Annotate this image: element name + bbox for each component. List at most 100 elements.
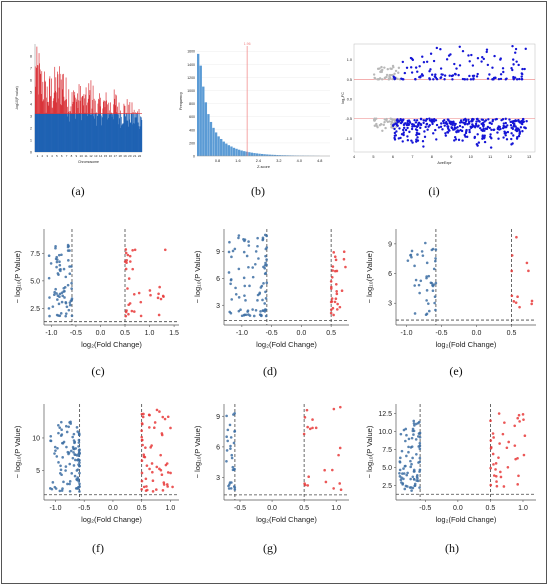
x-tick-label: 3.2 xyxy=(276,159,281,163)
down-point xyxy=(506,130,510,134)
up-point xyxy=(448,74,451,77)
up-regulated-point xyxy=(489,439,493,442)
down-regulated-point xyxy=(402,467,405,470)
down-regulated-point xyxy=(243,294,246,297)
down-regulated-point xyxy=(76,476,80,479)
down-regulated-point xyxy=(419,279,423,283)
down-regulated-point xyxy=(418,435,422,439)
down-regulated-point xyxy=(433,259,437,263)
up-regulated-point xyxy=(157,292,160,296)
down-regulated-point xyxy=(403,464,407,468)
ns-point xyxy=(397,71,400,74)
x-tick-label: 17 xyxy=(114,154,118,158)
up-regulated-point xyxy=(150,444,153,447)
x-tick-label: 0.5 xyxy=(299,505,309,512)
up-regulated-point xyxy=(171,485,174,489)
up-regulated-point xyxy=(495,484,499,488)
down-regulated-point xyxy=(59,312,63,315)
down-regulated-point xyxy=(433,295,437,299)
histogram-bar xyxy=(240,150,243,156)
ns-point xyxy=(384,126,387,130)
down-regulated-point xyxy=(62,480,65,484)
down-regulated-point xyxy=(57,461,60,464)
up-regulated-point xyxy=(344,265,347,269)
down-regulated-point xyxy=(229,487,233,490)
down-point xyxy=(521,129,524,133)
down-regulated-point xyxy=(61,456,64,459)
up-point xyxy=(458,64,462,67)
down-point xyxy=(474,122,478,126)
down-regulated-point xyxy=(251,275,255,279)
up-regulated-point xyxy=(329,280,333,283)
down-regulated-point xyxy=(229,447,232,450)
up-point xyxy=(518,77,521,81)
down-regulated-point xyxy=(417,283,421,287)
up-point xyxy=(499,73,503,76)
down-regulated-point xyxy=(58,292,62,296)
x-axis-label: AveExpr xyxy=(437,161,452,165)
up-regulated-point xyxy=(494,475,498,478)
up-point xyxy=(449,53,452,56)
x-tick-label: 0.5 xyxy=(137,505,147,512)
up-regulated-point xyxy=(124,314,128,318)
up-regulated-point xyxy=(145,485,148,488)
x-tick-label: 0.0 xyxy=(297,330,307,337)
down-point xyxy=(477,119,480,122)
down-regulated-point xyxy=(242,314,246,317)
down-regulated-point xyxy=(261,238,265,242)
y-axis-label: − log₁₀(P Value) xyxy=(193,425,202,478)
x-tick-label: 3 xyxy=(46,154,48,158)
up-point xyxy=(439,48,442,51)
down-point xyxy=(446,130,449,134)
down-regulated-point xyxy=(409,459,412,463)
down-point xyxy=(496,131,499,134)
down-point xyxy=(410,139,413,142)
y-tick-label: 5.0 xyxy=(30,278,40,285)
x-tick-label: 21 xyxy=(133,154,137,158)
down-regulated-point xyxy=(399,456,402,460)
up-regulated-point xyxy=(505,446,509,450)
down-point xyxy=(411,141,414,144)
down-point xyxy=(416,139,420,142)
down-regulated-point xyxy=(73,453,76,456)
up-regulated-point xyxy=(518,420,521,423)
down-regulated-point xyxy=(418,291,421,295)
x-tick-label: 2.4 xyxy=(256,159,261,163)
up-regulated-point xyxy=(311,426,314,430)
up-regulated-point xyxy=(498,442,501,445)
down-point xyxy=(489,146,493,149)
down-regulated-point xyxy=(403,487,407,491)
down-point xyxy=(504,117,507,121)
up-regulated-point xyxy=(306,425,309,429)
up-regulated-point xyxy=(338,482,341,485)
down-regulated-point xyxy=(261,298,264,302)
down-regulated-point xyxy=(237,267,241,271)
down-regulated-point xyxy=(71,435,74,439)
down-regulated-point xyxy=(55,260,59,264)
down-regulated-point xyxy=(264,271,268,275)
down-point xyxy=(503,132,506,135)
x-tick-label: 4.8 xyxy=(317,159,322,163)
up-point xyxy=(401,60,405,64)
down-regulated-point xyxy=(246,310,249,313)
up-regulated-point xyxy=(499,470,502,474)
down-regulated-point xyxy=(62,267,66,271)
down-regulated-point xyxy=(417,461,420,464)
x-tick-label: 20 xyxy=(128,154,132,158)
down-regulated-point xyxy=(57,253,61,257)
down-point xyxy=(392,123,395,127)
up-regulated-point xyxy=(151,470,154,474)
down-point xyxy=(443,119,446,122)
down-regulated-point xyxy=(69,299,73,303)
down-point xyxy=(393,131,397,135)
ns-point xyxy=(378,67,381,70)
down-regulated-point xyxy=(68,489,72,493)
down-regulated-point xyxy=(60,489,64,492)
histogram-bar xyxy=(214,132,218,156)
x-tick-label: 0.8 xyxy=(215,159,220,163)
y-tick-label: -1.0 xyxy=(345,137,352,141)
down-regulated-point xyxy=(225,449,229,452)
down-regulated-point xyxy=(434,308,437,312)
up-regulated-point xyxy=(501,432,505,436)
down-point xyxy=(430,118,433,121)
